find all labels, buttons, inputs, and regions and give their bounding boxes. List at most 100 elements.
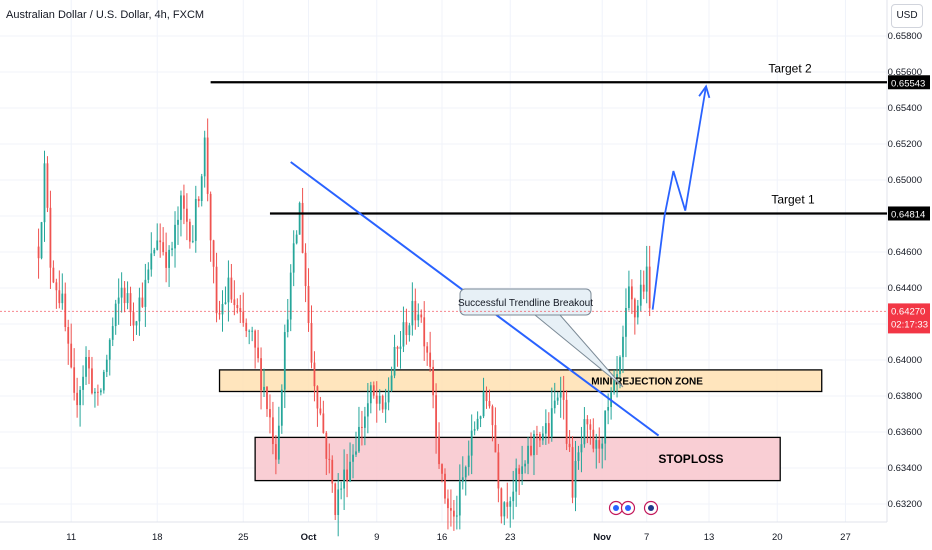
stoploss-zone[interactable] — [254, 436, 781, 482]
candle — [108, 339, 111, 360]
event-flag-icon-dot — [625, 505, 631, 511]
candle — [289, 272, 292, 320]
candle — [405, 322, 408, 336]
x-tick-label: 16 — [437, 532, 448, 543]
candle — [642, 284, 645, 292]
candle — [257, 347, 259, 359]
candle — [269, 409, 271, 418]
y-tick-label: 0.63400 — [888, 463, 922, 474]
event-flag-au-icon-dot — [648, 505, 654, 511]
candle — [209, 193, 212, 241]
candle — [230, 277, 233, 300]
candle — [464, 467, 467, 478]
candle — [541, 433, 544, 441]
candle — [518, 468, 521, 474]
candle — [117, 297, 120, 304]
candle — [70, 343, 73, 368]
target-1-price-text: 0.64814 — [891, 209, 925, 220]
chart-title: Australian Dollar / U.S. Dollar, 4h, FXC… — [6, 9, 205, 21]
candle — [49, 207, 52, 268]
candle — [135, 321, 138, 326]
candle — [346, 469, 348, 482]
candle — [191, 240, 194, 242]
candle — [411, 300, 414, 326]
candle — [485, 391, 488, 402]
x-tick-label: 13 — [704, 532, 715, 543]
candle — [274, 444, 277, 460]
candle — [331, 459, 334, 484]
candle — [533, 433, 535, 456]
candle — [159, 240, 162, 243]
candle — [429, 352, 432, 367]
candle — [369, 385, 372, 404]
candle — [37, 246, 40, 259]
candle — [547, 423, 550, 438]
candle — [180, 195, 182, 220]
candle — [61, 293, 64, 304]
y-tick-label: 0.65200 — [888, 139, 922, 150]
projection-arrowhead — [698, 84, 711, 99]
candle — [506, 502, 509, 507]
current-price-text: 0.64270 — [891, 306, 925, 317]
candle — [607, 407, 610, 411]
candle — [76, 392, 79, 406]
candle — [402, 322, 405, 347]
candle — [372, 385, 375, 396]
candle — [435, 395, 437, 438]
candle — [55, 282, 58, 291]
candle — [414, 300, 417, 321]
candle — [467, 455, 470, 468]
candle — [73, 367, 76, 393]
candle — [153, 249, 156, 254]
candle — [497, 452, 500, 489]
candle — [476, 418, 479, 430]
candle — [458, 481, 461, 516]
x-tick-label: Nov — [593, 532, 612, 543]
candle — [316, 386, 319, 409]
candle — [571, 447, 574, 498]
candle — [494, 425, 497, 453]
target-2-label: Target 2 — [768, 61, 812, 75]
candle — [343, 469, 346, 489]
candle — [242, 311, 245, 323]
candle — [52, 267, 55, 283]
candle — [562, 392, 565, 400]
candle — [349, 461, 351, 482]
candle — [144, 279, 147, 307]
candle — [396, 346, 399, 349]
candle — [328, 458, 331, 460]
candle — [260, 358, 262, 391]
candle — [583, 419, 586, 445]
candle — [450, 508, 452, 511]
candle — [358, 426, 360, 452]
candle — [186, 208, 188, 222]
candle — [461, 477, 464, 482]
candle — [188, 221, 191, 242]
candle — [88, 356, 90, 369]
candle — [432, 366, 435, 396]
currency-button[interactable]: USD — [891, 4, 923, 28]
candle — [79, 389, 81, 406]
target-1-price-tag — [888, 206, 930, 221]
candle — [99, 390, 102, 393]
candle — [197, 198, 200, 201]
candle — [375, 395, 378, 404]
candle — [174, 224, 176, 249]
candle — [589, 424, 592, 430]
callout-box[interactable] — [459, 288, 592, 316]
candle — [577, 452, 580, 461]
candle — [111, 326, 114, 340]
candle — [322, 413, 325, 433]
candle — [423, 317, 426, 347]
x-tick-label: 27 — [840, 532, 851, 543]
x-tick-label: 23 — [505, 532, 516, 543]
candle — [40, 222, 43, 259]
y-tick-label: 0.65000 — [888, 175, 922, 186]
x-tick-label: 11 — [66, 532, 76, 543]
candle — [488, 401, 491, 407]
mini-rejection-zone[interactable] — [218, 369, 823, 393]
candle — [601, 443, 604, 449]
projection-path[interactable] — [651, 86, 707, 310]
y-tick-label: 0.64000 — [888, 355, 922, 366]
